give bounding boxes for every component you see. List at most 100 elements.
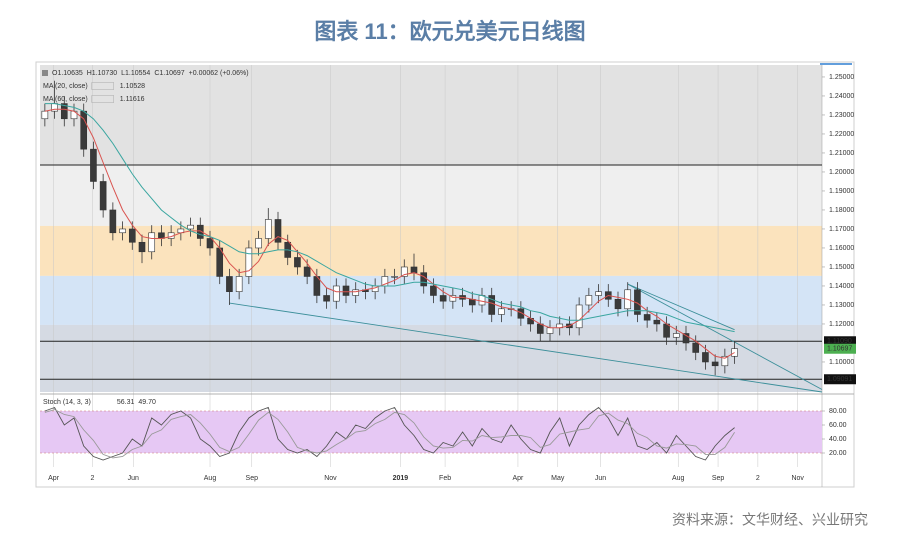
title: 图表 11：欧元兑美元日线图: [314, 19, 585, 44]
candle-body: [323, 295, 330, 302]
candle-body: [148, 232, 156, 253]
x-tick-label: Feb: [439, 475, 451, 482]
candle-body: [235, 276, 243, 292]
candle-body: [546, 327, 554, 334]
y-tick-label: 1.13000: [829, 302, 854, 309]
candle-body: [226, 276, 233, 292]
candle-body: [264, 219, 272, 239]
zone: [40, 65, 822, 165]
candle-body: [90, 148, 97, 182]
y-tick-label: 1.22000: [829, 131, 854, 138]
x-tick-label: 2019: [393, 475, 409, 482]
y-tick-label: 1.15000: [829, 264, 854, 271]
y-tick-label: 1.10000: [829, 359, 854, 366]
legend-label: MA (60, close): [43, 96, 88, 103]
x-tick-label: Jun: [595, 475, 606, 482]
candle-body: [517, 308, 525, 319]
level-badge: [824, 336, 856, 347]
x-tick-label: Aug: [672, 475, 685, 482]
level-label: 1.09091: [827, 376, 852, 383]
x-tick-label: Nov: [791, 475, 804, 482]
y-tick-label: 1.21000: [829, 150, 854, 157]
y-tick-label: 1.17000: [829, 226, 854, 233]
candle-body: [206, 238, 214, 249]
level-badge: [824, 374, 856, 385]
candle-body: [138, 241, 146, 253]
y2-tick-label: 80.00: [829, 408, 847, 415]
x-tick-label: Sep: [246, 475, 259, 482]
candle-body: [420, 272, 428, 287]
candle-body: [60, 103, 68, 120]
legend-icon: [42, 70, 48, 76]
candle-body: [303, 266, 311, 277]
y-tick-label: 1.23000: [829, 112, 854, 119]
candle-body: [109, 209, 117, 234]
candle-body: [439, 295, 447, 302]
y-tick-label: 1.24000: [829, 93, 854, 100]
trendline: [627, 283, 823, 390]
legend-label: MA (20, close): [43, 83, 88, 90]
candle-body: [585, 295, 593, 306]
source: 资料来源：文华财经、兴业研究: [672, 512, 868, 528]
legend-value: 1.10528: [120, 83, 145, 90]
candle-body: [400, 266, 408, 277]
candle-body: [643, 314, 651, 321]
y-tick-label: 1.20000: [829, 169, 854, 176]
candle-body: [342, 285, 350, 296]
x-tick-label: Jun: [128, 475, 139, 482]
candle-body: [478, 295, 486, 306]
candle-body: [672, 333, 680, 338]
y-tick-label: 1.14000: [829, 283, 854, 290]
stoch-k-value: 56.31: [117, 399, 135, 406]
candle-body: [128, 228, 136, 243]
candle-body: [255, 238, 262, 249]
candle-body: [332, 285, 340, 302]
candle-body: [410, 266, 418, 273]
candle-body: [274, 219, 282, 243]
ohlc-text: O1.10635: [52, 70, 83, 77]
candle-body: [449, 295, 457, 302]
candle-body: [430, 285, 437, 296]
legend-buttons: [91, 95, 114, 103]
ohlc-text: C1.10697: [154, 70, 184, 77]
candle-body: [187, 224, 194, 230]
y2-tick-label: 60.00: [829, 422, 847, 429]
x-tick-label: Aug: [204, 475, 217, 482]
y-tick-label: 1.19000: [829, 188, 854, 195]
x-tick-label: Apr: [512, 475, 524, 482]
candle-body: [498, 308, 505, 315]
candle-body: [99, 181, 107, 211]
candle-body: [196, 224, 204, 239]
y2-tick-label: 20.00: [829, 450, 847, 457]
zone: [40, 324, 822, 392]
x-tick-label: 2: [91, 475, 95, 482]
candle-body: [663, 323, 670, 338]
x-tick-label: May: [551, 475, 565, 482]
trendline: [229, 302, 823, 393]
zone: [40, 164, 822, 226]
candle-body: [653, 319, 661, 325]
candle-body: [692, 342, 700, 353]
last-price-label: 1.10697: [827, 346, 852, 353]
trendline: [627, 283, 735, 331]
candle-body: [721, 355, 729, 367]
candle-body: [575, 304, 583, 329]
candle-body: [536, 323, 544, 334]
candle-body: [119, 228, 126, 234]
x-tick-label: 2: [756, 475, 760, 482]
last-price-badge: [824, 343, 856, 354]
candle-body: [682, 333, 690, 344]
y-tick-label: 1.16000: [829, 245, 854, 252]
stoch-legend: Stoch (14, 3, 3): [43, 399, 91, 406]
series-line: [44, 409, 735, 459]
legend-buttons: [91, 82, 114, 90]
candle-body: [245, 247, 253, 277]
ohlc-text: +0.00062 (+0.06%): [189, 70, 249, 77]
candle-body: [595, 291, 602, 296]
candle-body: [711, 361, 719, 367]
stoch-band: [40, 411, 822, 453]
candle-body: [391, 276, 398, 278]
zone: [40, 225, 822, 276]
candle-body: [41, 110, 49, 120]
